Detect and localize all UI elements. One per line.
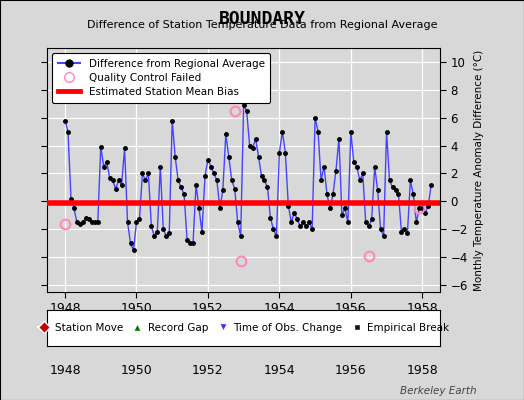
Text: 1952: 1952	[192, 364, 224, 377]
Text: 1958: 1958	[407, 364, 438, 377]
Text: Berkeley Earth: Berkeley Earth	[400, 386, 477, 396]
Text: 1956: 1956	[335, 364, 367, 377]
Legend: Station Move, Record Gap, Time of Obs. Change, Empirical Break: Station Move, Record Gap, Time of Obs. C…	[34, 319, 454, 337]
Text: BOUNDARY: BOUNDARY	[219, 10, 305, 28]
Text: 1948: 1948	[49, 364, 81, 377]
Y-axis label: Monthly Temperature Anomaly Difference (°C): Monthly Temperature Anomaly Difference (…	[474, 49, 484, 291]
Text: 1950: 1950	[121, 364, 152, 377]
Text: 1954: 1954	[264, 364, 295, 377]
Legend: Difference from Regional Average, Quality Control Failed, Estimated Station Mean: Difference from Regional Average, Qualit…	[52, 53, 270, 103]
Text: Difference of Station Temperature Data from Regional Average: Difference of Station Temperature Data f…	[87, 20, 437, 30]
